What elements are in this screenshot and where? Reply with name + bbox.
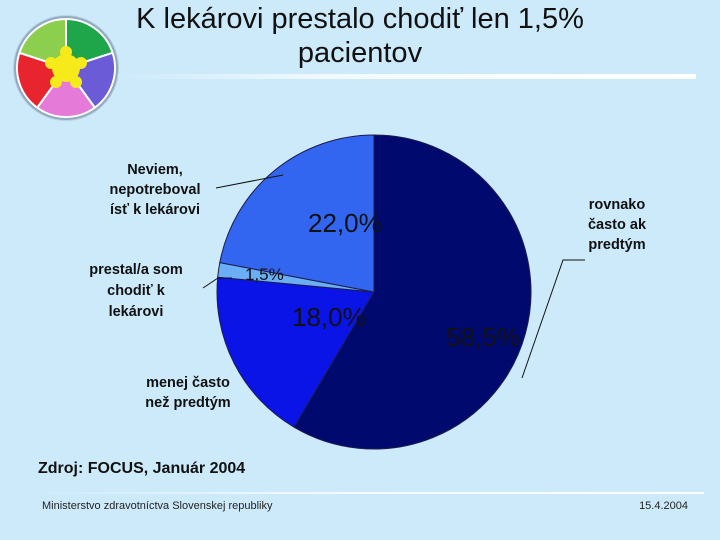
slice-category-label: Neviem, nepotreboval ísť k lekárovi (109, 162, 200, 218)
page-title: K lekárovi prestalo chodiť len 1,5% paci… (136, 3, 584, 69)
slice-category-label: prestal/a som chodiť k lekárovi (89, 262, 183, 320)
puzzle-flower-icon (13, 15, 119, 121)
footer-divider (26, 492, 704, 494)
slice-value-label: 22,0% (308, 208, 382, 238)
slice-category-label: menej často než predtým (145, 375, 230, 411)
slice-category-label: rovnako často ak predtým (588, 197, 647, 253)
pie-slice (216, 276, 375, 428)
logo-center (45, 46, 87, 88)
slice-value-label: 58,5% (446, 322, 520, 352)
leader-line (202, 277, 232, 289)
leader-line (521, 259, 585, 379)
slice-value-label: 1,5% (245, 265, 284, 284)
slice-value-label: 18,0% (292, 302, 366, 332)
footer-date: 15.4.2004 (639, 500, 688, 512)
pie-slice (293, 134, 532, 450)
title-divider (118, 74, 696, 79)
leader-line (215, 174, 284, 189)
source-note: Zdroj: FOCUS, Január 2004 (38, 460, 246, 477)
logo-petal (18, 17, 67, 70)
pie-slice (219, 134, 375, 293)
footer-organization: Ministerstvo zdravotníctva Slovenskej re… (42, 500, 273, 512)
logo-petal (35, 66, 97, 118)
